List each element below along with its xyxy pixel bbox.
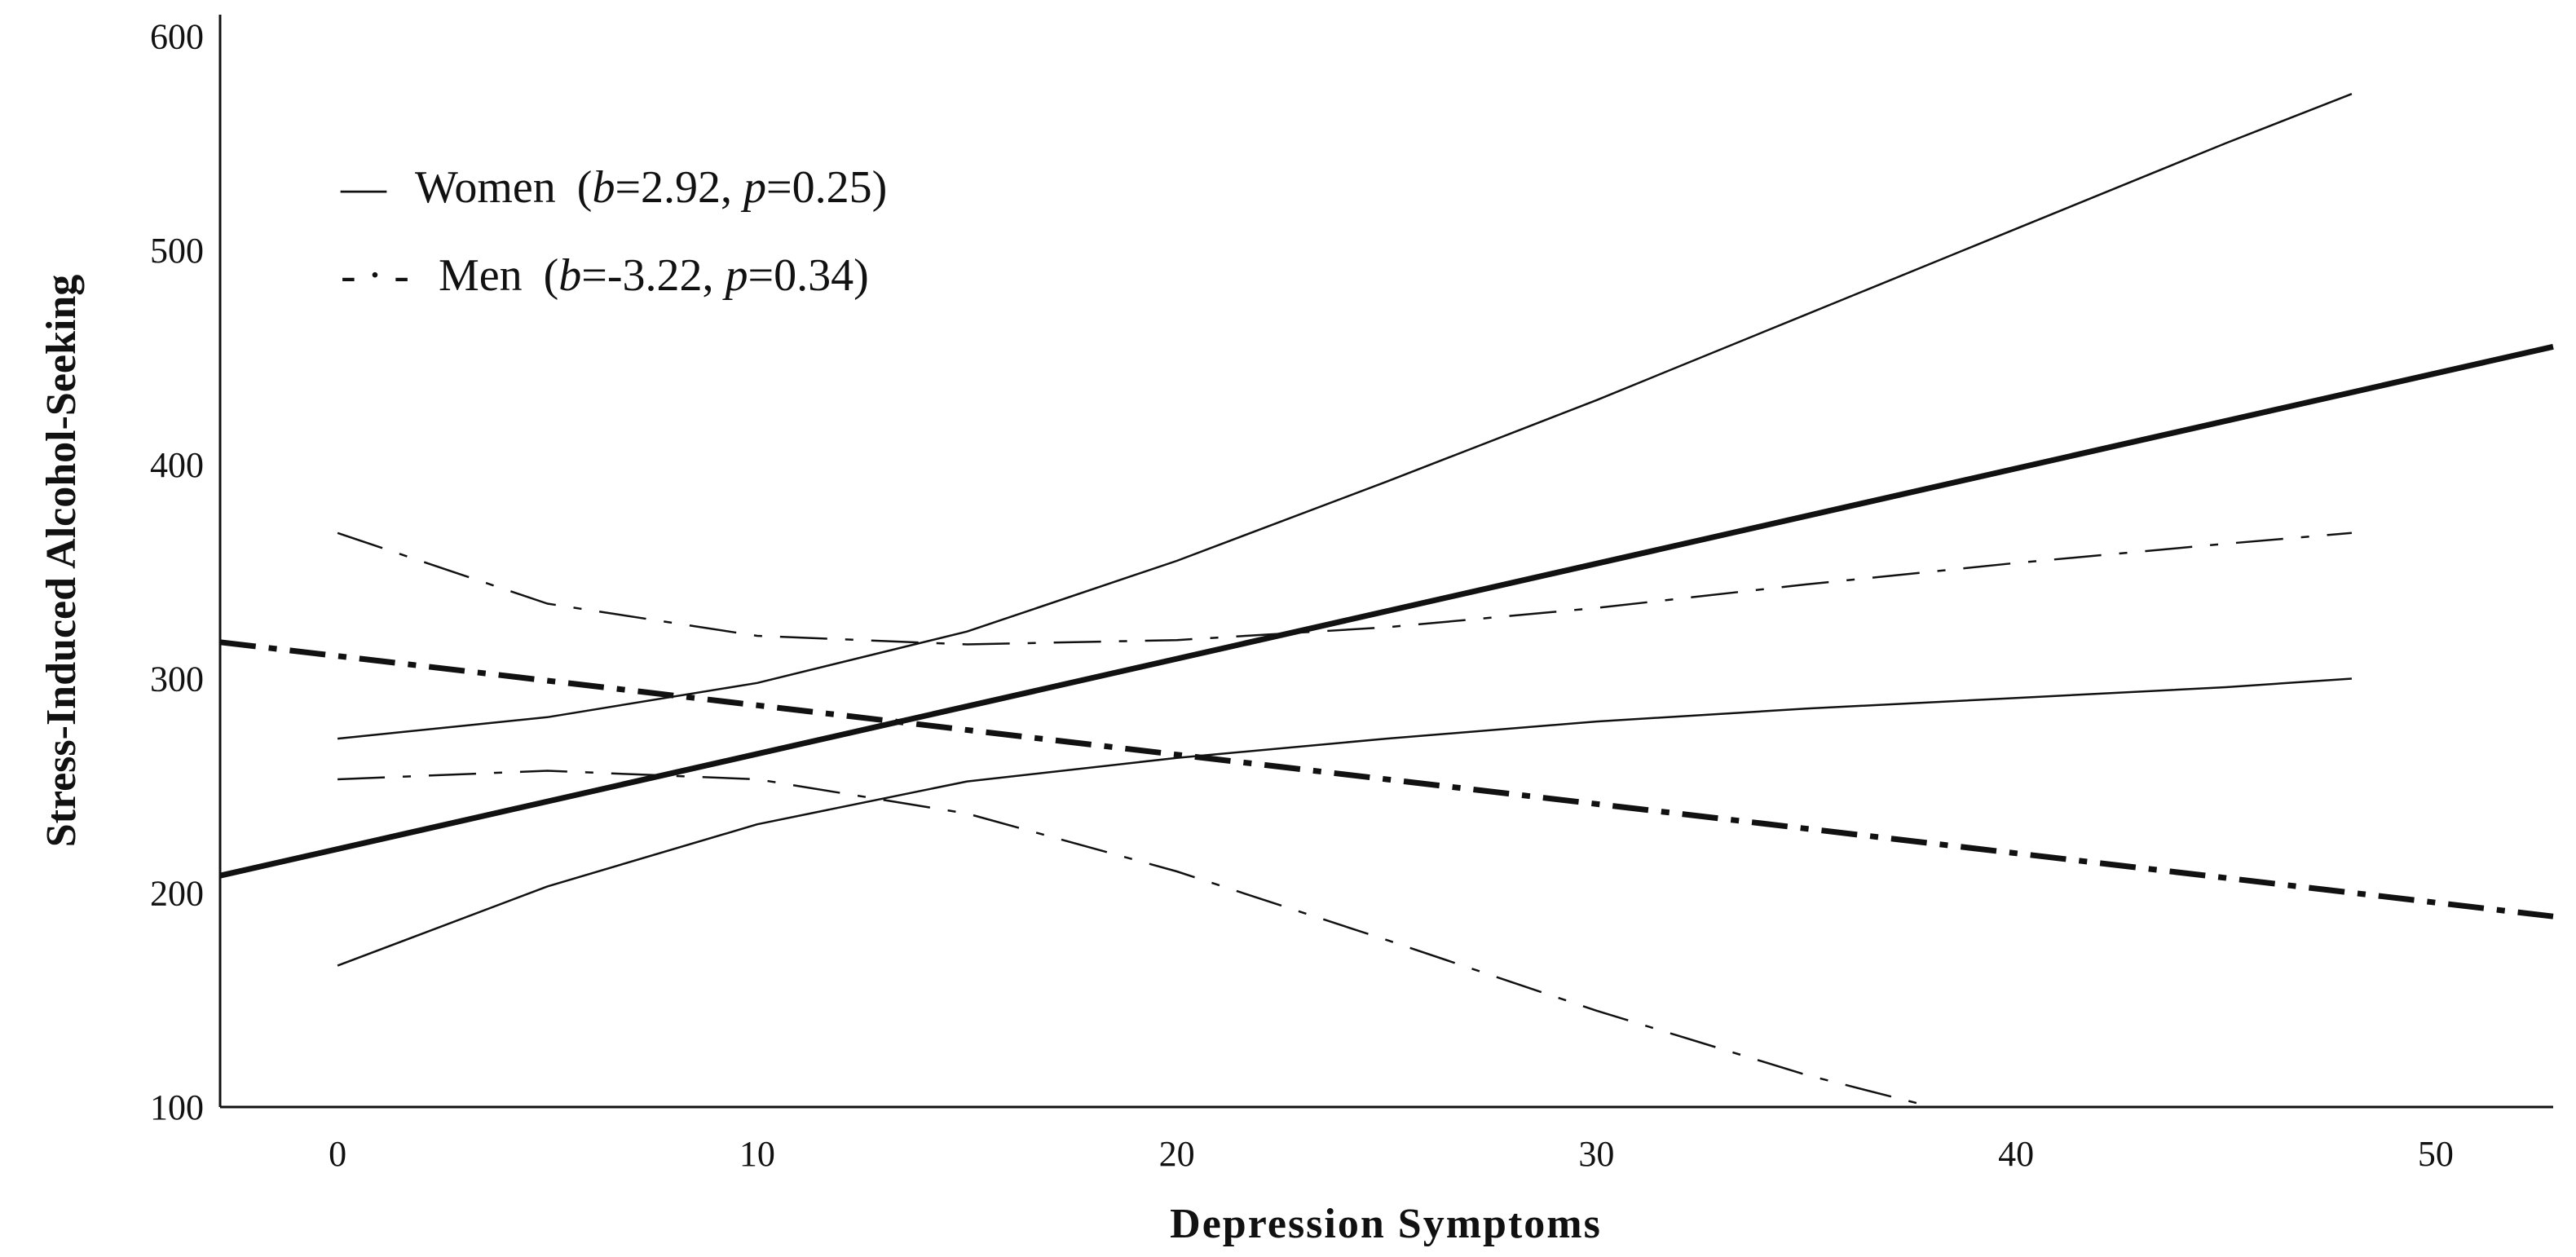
x-tick-label: 40 [1998, 1134, 2034, 1174]
y-tick-label: 400 [150, 445, 204, 485]
legend: — Women (b=2.92, p=0.25) - · - Men (b=-3… [340, 162, 887, 301]
y-tick-label: 100 [150, 1087, 204, 1127]
legend-b-val-women: =2.92, [615, 162, 743, 213]
y-tick-label: 500 [150, 231, 204, 271]
series-women-fit [219, 343, 2554, 879]
y-tick-label: 600 [150, 16, 204, 56]
legend-p-var-men: p [722, 250, 748, 301]
series-men-ci-lower [337, 770, 1933, 1109]
plot-lines [219, 93, 2554, 1109]
y-tick-label: 200 [150, 873, 204, 913]
legend-symbol-men: - · - [341, 250, 409, 301]
legend-p-val-women: =0.25) [766, 162, 887, 213]
y-tick-labels: 100 200 300 400 500 600 [150, 16, 204, 1127]
x-axis-title: Depression Symptoms [1170, 1201, 1602, 1247]
series-men-ci-upper [337, 531, 2353, 646]
legend-entry-women: — Women (b=2.92, p=0.25) [340, 162, 887, 213]
legend-b-var-women: b [592, 162, 615, 213]
legend-b-var-men: b [558, 250, 581, 301]
y-tick-label: 300 [150, 659, 204, 699]
series-men-fit [219, 639, 2554, 920]
legend-b-val-men: =-3.22, [581, 250, 725, 301]
legend-name-men: Men [439, 250, 523, 301]
x-tick-label: 10 [739, 1134, 775, 1174]
y-axis-title: Stress-Induced Alcohol-Seeking [38, 275, 85, 848]
x-tick-label: 50 [2418, 1134, 2454, 1174]
legend-p-var-women: p [740, 162, 766, 213]
legend-symbol-women: — [340, 162, 387, 213]
legend-p-val-men: =0.34) [748, 250, 869, 301]
legend-name-women: Women [415, 162, 556, 213]
series-women-ci-lower [337, 677, 2352, 967]
x-tick-labels: 0 10 20 30 40 50 [329, 1134, 2454, 1174]
x-tick-label: 0 [329, 1134, 346, 1174]
x-tick-label: 30 [1578, 1134, 1614, 1174]
x-tick-label: 20 [1159, 1134, 1195, 1174]
legend-entry-men: - · - Men (b=-3.22, p=0.34) [341, 250, 869, 301]
